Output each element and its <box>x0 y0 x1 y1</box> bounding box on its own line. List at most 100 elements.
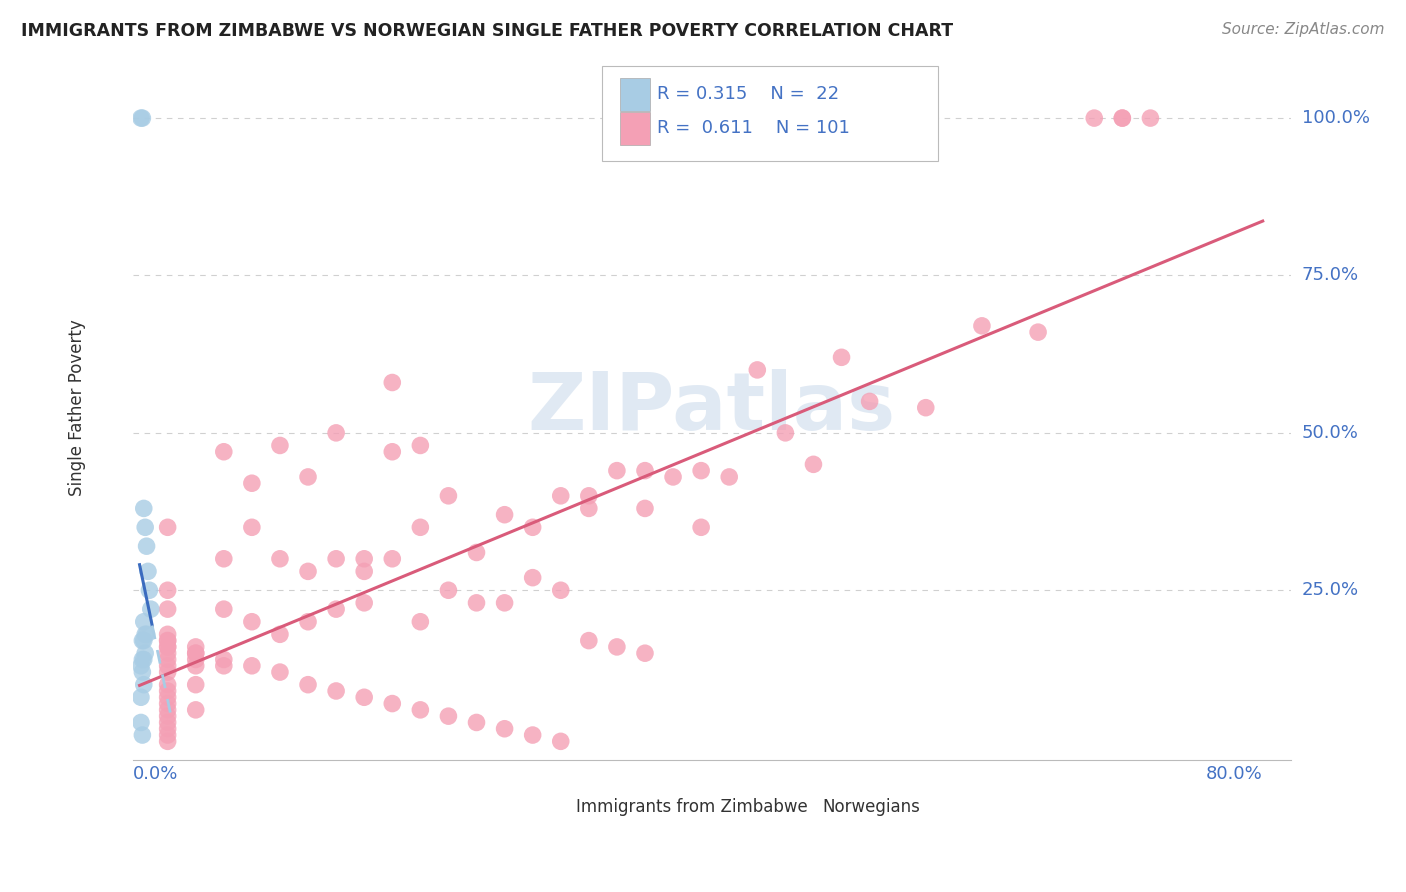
Point <box>381 376 404 390</box>
Point <box>465 545 488 559</box>
Point <box>134 646 156 660</box>
Point <box>136 565 159 579</box>
Point <box>131 633 153 648</box>
Point <box>690 464 713 478</box>
Point <box>135 539 157 553</box>
Point <box>803 458 825 472</box>
FancyBboxPatch shape <box>620 78 651 111</box>
Point <box>634 646 657 660</box>
Point <box>156 652 179 666</box>
Text: Norwegians: Norwegians <box>823 797 921 816</box>
Point <box>156 703 179 717</box>
Point <box>156 658 179 673</box>
Point <box>269 627 291 641</box>
Point <box>131 652 153 666</box>
Point <box>269 438 291 452</box>
Point <box>156 602 179 616</box>
Point <box>156 709 179 723</box>
Point <box>129 715 152 730</box>
Point <box>134 627 156 641</box>
Point <box>1111 111 1133 125</box>
Point <box>859 394 882 409</box>
Point <box>297 678 319 692</box>
Point <box>522 520 544 534</box>
Point <box>606 640 628 654</box>
FancyBboxPatch shape <box>620 112 651 145</box>
FancyBboxPatch shape <box>541 793 571 820</box>
FancyBboxPatch shape <box>602 66 938 161</box>
Point <box>156 640 179 654</box>
Point <box>494 596 516 610</box>
Point <box>325 602 347 616</box>
Point <box>131 728 153 742</box>
Point <box>212 652 235 666</box>
Text: IMMIGRANTS FROM ZIMBABWE VS NORWEGIAN SINGLE FATHER POVERTY CORRELATION CHART: IMMIGRANTS FROM ZIMBABWE VS NORWEGIAN SI… <box>21 22 953 40</box>
Point <box>747 363 769 377</box>
Point <box>184 678 207 692</box>
Point <box>1083 111 1105 125</box>
Point <box>139 602 162 616</box>
Text: 75.0%: 75.0% <box>1302 267 1360 285</box>
Text: ZIPatlas: ZIPatlas <box>527 368 896 447</box>
Point <box>156 697 179 711</box>
Point <box>465 596 488 610</box>
Point <box>353 690 375 705</box>
Point <box>156 690 179 705</box>
Point <box>131 111 153 125</box>
Point <box>240 520 263 534</box>
Point <box>437 489 460 503</box>
Point <box>465 715 488 730</box>
Point <box>325 684 347 698</box>
Point <box>409 615 432 629</box>
Point <box>353 551 375 566</box>
Text: R =  0.611    N = 101: R = 0.611 N = 101 <box>657 119 851 136</box>
Point <box>494 722 516 736</box>
Point <box>156 627 179 641</box>
Point <box>297 565 319 579</box>
Point <box>550 583 572 598</box>
Point <box>409 703 432 717</box>
Point <box>184 652 207 666</box>
Point <box>775 425 797 440</box>
Point <box>129 658 152 673</box>
Point <box>437 709 460 723</box>
Point <box>156 734 179 748</box>
Point <box>634 464 657 478</box>
Point <box>129 690 152 705</box>
Point <box>690 520 713 534</box>
Point <box>325 551 347 566</box>
Point <box>297 615 319 629</box>
Point <box>550 489 572 503</box>
Point <box>184 640 207 654</box>
Point <box>156 722 179 736</box>
Text: 50.0%: 50.0% <box>1302 424 1358 442</box>
Point <box>240 658 263 673</box>
Point <box>353 565 375 579</box>
FancyBboxPatch shape <box>789 793 818 820</box>
Point <box>522 728 544 742</box>
Point <box>184 703 207 717</box>
Point <box>718 470 741 484</box>
Point <box>269 551 291 566</box>
Point <box>381 444 404 458</box>
Point <box>297 470 319 484</box>
Point <box>353 596 375 610</box>
Point <box>184 646 207 660</box>
Point <box>381 551 404 566</box>
Point <box>156 633 179 648</box>
Point <box>129 111 152 125</box>
Point <box>914 401 936 415</box>
Point <box>212 444 235 458</box>
Point <box>578 633 600 648</box>
Text: 25.0%: 25.0% <box>1302 582 1360 599</box>
Point <box>135 627 157 641</box>
Point <box>970 318 993 333</box>
Point <box>156 678 179 692</box>
Point <box>156 646 179 660</box>
Point <box>522 571 544 585</box>
Point <box>156 684 179 698</box>
Point <box>1026 325 1049 339</box>
Text: 0.0%: 0.0% <box>132 765 179 783</box>
Point <box>1139 111 1161 125</box>
Point <box>212 602 235 616</box>
